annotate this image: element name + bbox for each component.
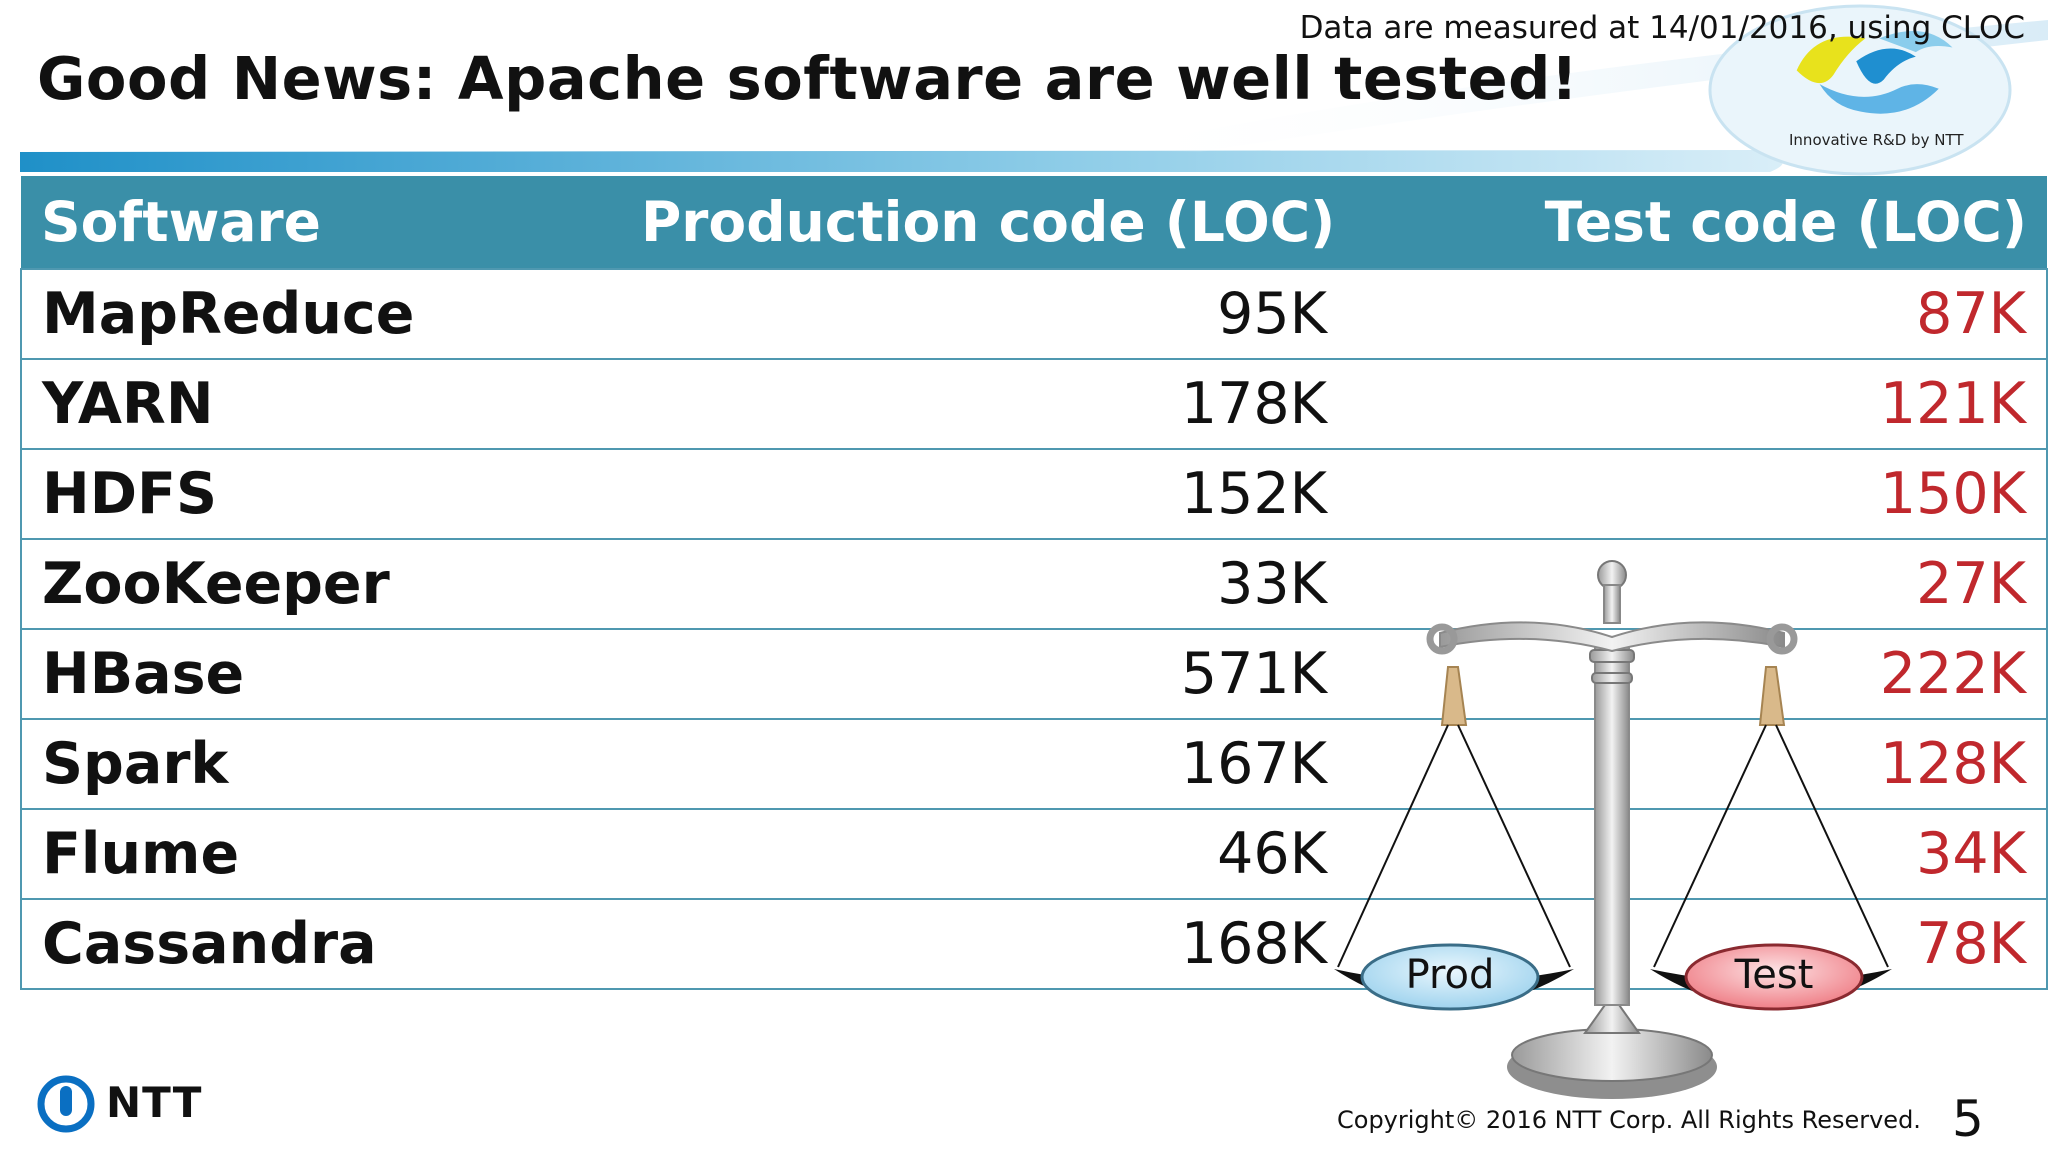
test-loc: 121K bbox=[1347, 358, 2048, 450]
production-loc: 46K bbox=[621, 808, 1347, 900]
test-loc: 128K bbox=[1347, 718, 2048, 810]
table-row: HDFS 152K 150K bbox=[20, 448, 2048, 540]
table-row: Spark 167K 128K bbox=[20, 718, 2048, 810]
test-loc: 222K bbox=[1347, 628, 2048, 720]
table-row: HBase 571K 222K bbox=[20, 628, 2048, 720]
software-name: MapReduce bbox=[20, 268, 621, 360]
production-loc: 33K bbox=[621, 538, 1347, 630]
production-loc: 95K bbox=[621, 268, 1347, 360]
software-name: HDFS bbox=[20, 448, 621, 540]
production-loc: 571K bbox=[621, 628, 1347, 720]
page-number: 5 bbox=[1952, 1090, 1984, 1148]
software-name: Cassandra bbox=[20, 898, 621, 990]
balance-scale: Prod Test bbox=[1330, 555, 1910, 1115]
balance-scale-icon bbox=[1334, 560, 1892, 1099]
column-header-production: Production code (LOC) bbox=[621, 176, 1347, 269]
table-row: Flume 46K 34K bbox=[20, 808, 2048, 900]
table-row: MapReduce 95K 87K bbox=[20, 268, 2048, 360]
copyright-text: Copyright© 2016 NTT Corp. All Rights Res… bbox=[1337, 1106, 1921, 1134]
test-loc: 34K bbox=[1347, 808, 2048, 900]
prod-pan-label: Prod bbox=[1405, 952, 1495, 998]
innovative-tagline: Innovative R&D by NTT bbox=[1789, 131, 1964, 149]
ntt-logo-text: NTT bbox=[106, 1078, 203, 1127]
software-name: ZooKeeper bbox=[20, 538, 621, 630]
software-name: Spark bbox=[20, 718, 621, 810]
ntt-logo-icon bbox=[37, 1075, 95, 1133]
column-header-software: Software bbox=[21, 176, 621, 269]
slide-title: Good News: Apache software are well test… bbox=[37, 44, 1579, 113]
test-loc: 27K bbox=[1347, 538, 2048, 630]
table-row: YARN 178K 121K bbox=[20, 358, 2048, 450]
production-loc: 178K bbox=[621, 358, 1347, 450]
column-header-test: Test code (LOC) bbox=[1347, 176, 2047, 269]
measurement-note: Data are measured at 14/01/2016, using C… bbox=[1299, 10, 2025, 46]
test-loc: 87K bbox=[1347, 268, 2048, 360]
production-loc: 152K bbox=[621, 448, 1347, 540]
table-row: ZooKeeper 33K 27K bbox=[20, 538, 2048, 630]
test-pan-label: Test bbox=[1734, 952, 1814, 998]
test-loc: 150K bbox=[1347, 448, 2048, 540]
software-name: HBase bbox=[20, 628, 621, 720]
software-name: Flume bbox=[20, 808, 621, 900]
innovative-swirl-icon bbox=[1796, 31, 1953, 114]
loc-table: Software Production code (LOC) Test code… bbox=[20, 176, 2048, 990]
production-loc: 167K bbox=[621, 718, 1347, 810]
software-name: YARN bbox=[20, 358, 621, 450]
production-loc: 168K bbox=[621, 898, 1347, 990]
table-header-row: Software Production code (LOC) Test code… bbox=[21, 176, 2047, 269]
